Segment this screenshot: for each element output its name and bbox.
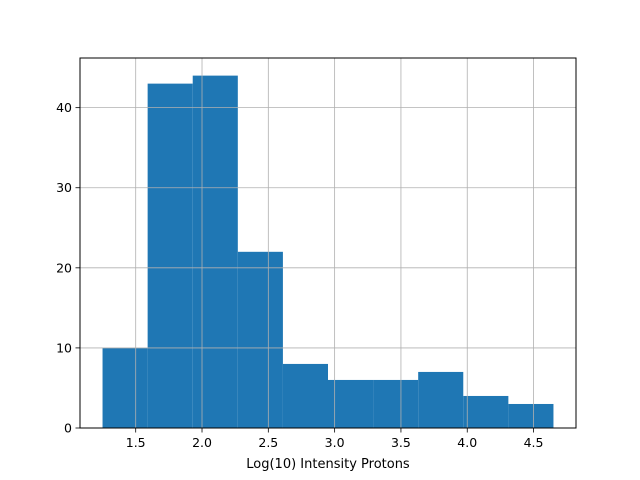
x-tick-label-6: 4.0 (457, 435, 477, 450)
histogram-bar-10 (508, 403, 554, 428)
y-tick-label-4: 30 (56, 180, 72, 195)
bars-group (102, 75, 554, 428)
x-tick-label-3: 2.5 (258, 435, 278, 450)
y-tick-label-2: 10 (56, 340, 72, 355)
x-tick-label-2: 2.0 (192, 435, 212, 450)
x-tick-label-1: 1.5 (126, 435, 146, 450)
histogram-bar-3 (192, 75, 238, 428)
histogram-bar-6 (328, 379, 374, 428)
histogram-bar-5 (282, 363, 328, 428)
histogram-bar-4 (237, 251, 283, 428)
y-tick-label-3: 20 (56, 260, 72, 275)
histogram-bar-1 (102, 347, 148, 428)
histogram-bar-7 (373, 379, 419, 428)
x-tick-label-5: 3.5 (391, 435, 411, 450)
plot-frame (79, 57, 577, 429)
y-ticks-group: 0 10 20 30 40 (56, 100, 80, 436)
histogram-bar-2 (147, 83, 193, 428)
y-tick-label-5: 40 (56, 100, 72, 115)
x-tick-label-4: 3.0 (325, 435, 345, 450)
y-tick-label-1: 0 (64, 421, 72, 436)
x-axis-label: Log(10) Intensity Protons (246, 457, 410, 472)
x-ticks-group: 1.5 2.0 2.5 3.0 3.5 4.0 4.5 (126, 428, 544, 450)
x-tick-label-7: 4.5 (524, 435, 544, 450)
histogram-bar-8 (418, 371, 464, 428)
histogram-bar-9 (463, 395, 509, 428)
